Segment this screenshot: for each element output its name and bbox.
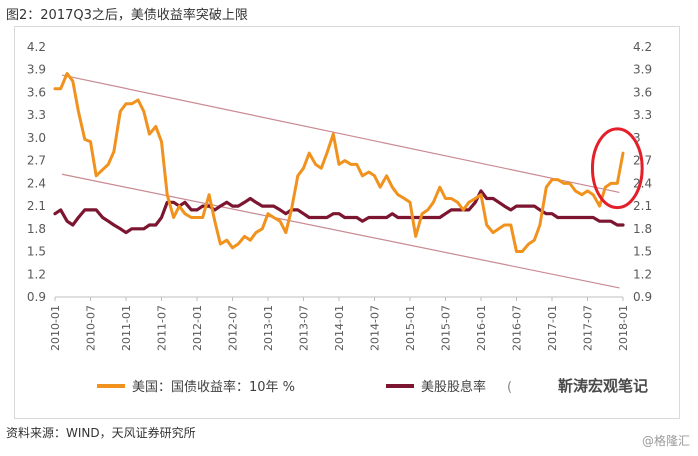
y-right-tick-label: 4.2 [633,40,652,54]
y-left-tick-label: 1.8 [27,222,46,236]
chart-frame: 0.9 1.2 1.5 1.8 2.1 2.4 2.7 3.0 3.3 3.6 3.9 4.2 0.9… [14,26,680,419]
channel-upper-line [61,74,620,194]
x-tick-label: 2014-07 [369,305,382,351]
y-right-tick-label: 1.8 [633,222,652,236]
x-tick-label: 2015-01 [404,305,417,351]
y-right-tick-label: 1.2 [633,267,652,281]
y-right-tick-label: 3.6 [633,85,652,99]
y-left-tick-label: 3.0 [27,131,46,145]
y-right-tick-label: 3.9 [633,63,652,77]
y-right-tick-label: 3.3 [633,108,652,122]
highlight-ellipse [590,127,644,210]
y-left-tick-label: 3.6 [27,85,46,99]
y-left-tick-label: 2.7 [27,154,46,168]
x-tick-label: 2018-01 [617,305,630,351]
legend-watermark-prefix: ( [507,380,512,395]
y-left-tick-label: 1.2 [27,267,46,281]
x-tick-label: 2011-07 [156,305,169,351]
x-tick-label: 2017-07 [582,305,595,351]
series-line-div-yield [53,189,625,235]
x-tick-label: 2013-01 [262,305,275,351]
figure-caption: 图2：2017Q3之后，美债收益率突破上限 [6,8,248,23]
x-tick-label: 2012-01 [191,305,204,351]
x-axis: 2010-01 2010-07 2011-01 2011-07 2012-01 2012-… [49,297,630,351]
x-tick-label: 2012-07 [227,305,240,351]
x-tick-label: 2016-07 [511,305,524,351]
y-right-tick-label: 1.5 [633,245,652,259]
y-right-tick-label: 2.1 [633,199,652,213]
x-tick-label: 2013-07 [298,305,311,351]
y-left-tick-label: 0.9 [27,290,46,304]
series-line-us-yield [53,72,625,253]
x-tick-label: 2010-01 [49,305,62,351]
channel-lower-line [61,173,620,289]
x-tick-label: 2010-07 [85,305,98,351]
y-left-tick-label: 2.1 [27,199,46,213]
trend-channel [61,74,620,289]
legend-watermark: 靳涛宏观笔记 [558,377,648,395]
x-tick-label: 2015-07 [440,305,453,351]
highlight-marker [590,127,644,210]
corner-watermark: @格隆汇 [641,434,690,448]
legend-label-us-yield: 美国：国债收益率：10年 % [132,379,295,395]
y-left-tick-label: 2.4 [27,176,46,190]
y-axis-left: 0.9 1.2 1.5 1.8 2.1 2.4 2.7 3.0 3.3 3.6 3.9 4.2 [27,40,46,304]
y-left-tick-label: 3.9 [27,63,46,77]
series-lines [53,72,625,253]
x-tick-label: 2016-01 [475,305,488,351]
line-chart: 0.9 1.2 1.5 1.8 2.1 2.4 2.7 3.0 3.3 3.6 3.9 4.2 0.9… [27,40,652,395]
legend: 美国：国债收益率：10年 % 美股股息率 ( 靳涛宏观笔记 [97,377,648,395]
y-left-tick-label: 4.2 [27,40,46,54]
x-tick-label: 2014-01 [333,305,346,351]
legend-label-div-yield: 美股股息率 [421,379,486,395]
x-tick-label: 2011-01 [120,305,133,351]
source-note: 资料来源：WIND，天风证券研究所 [6,426,196,440]
y-right-tick-label: 0.9 [633,290,652,304]
y-left-tick-label: 3.3 [27,108,46,122]
x-tick-label: 2017-01 [546,305,559,351]
y-left-tick-label: 1.5 [27,245,46,259]
y-right-tick-label: 3 [633,131,641,145]
